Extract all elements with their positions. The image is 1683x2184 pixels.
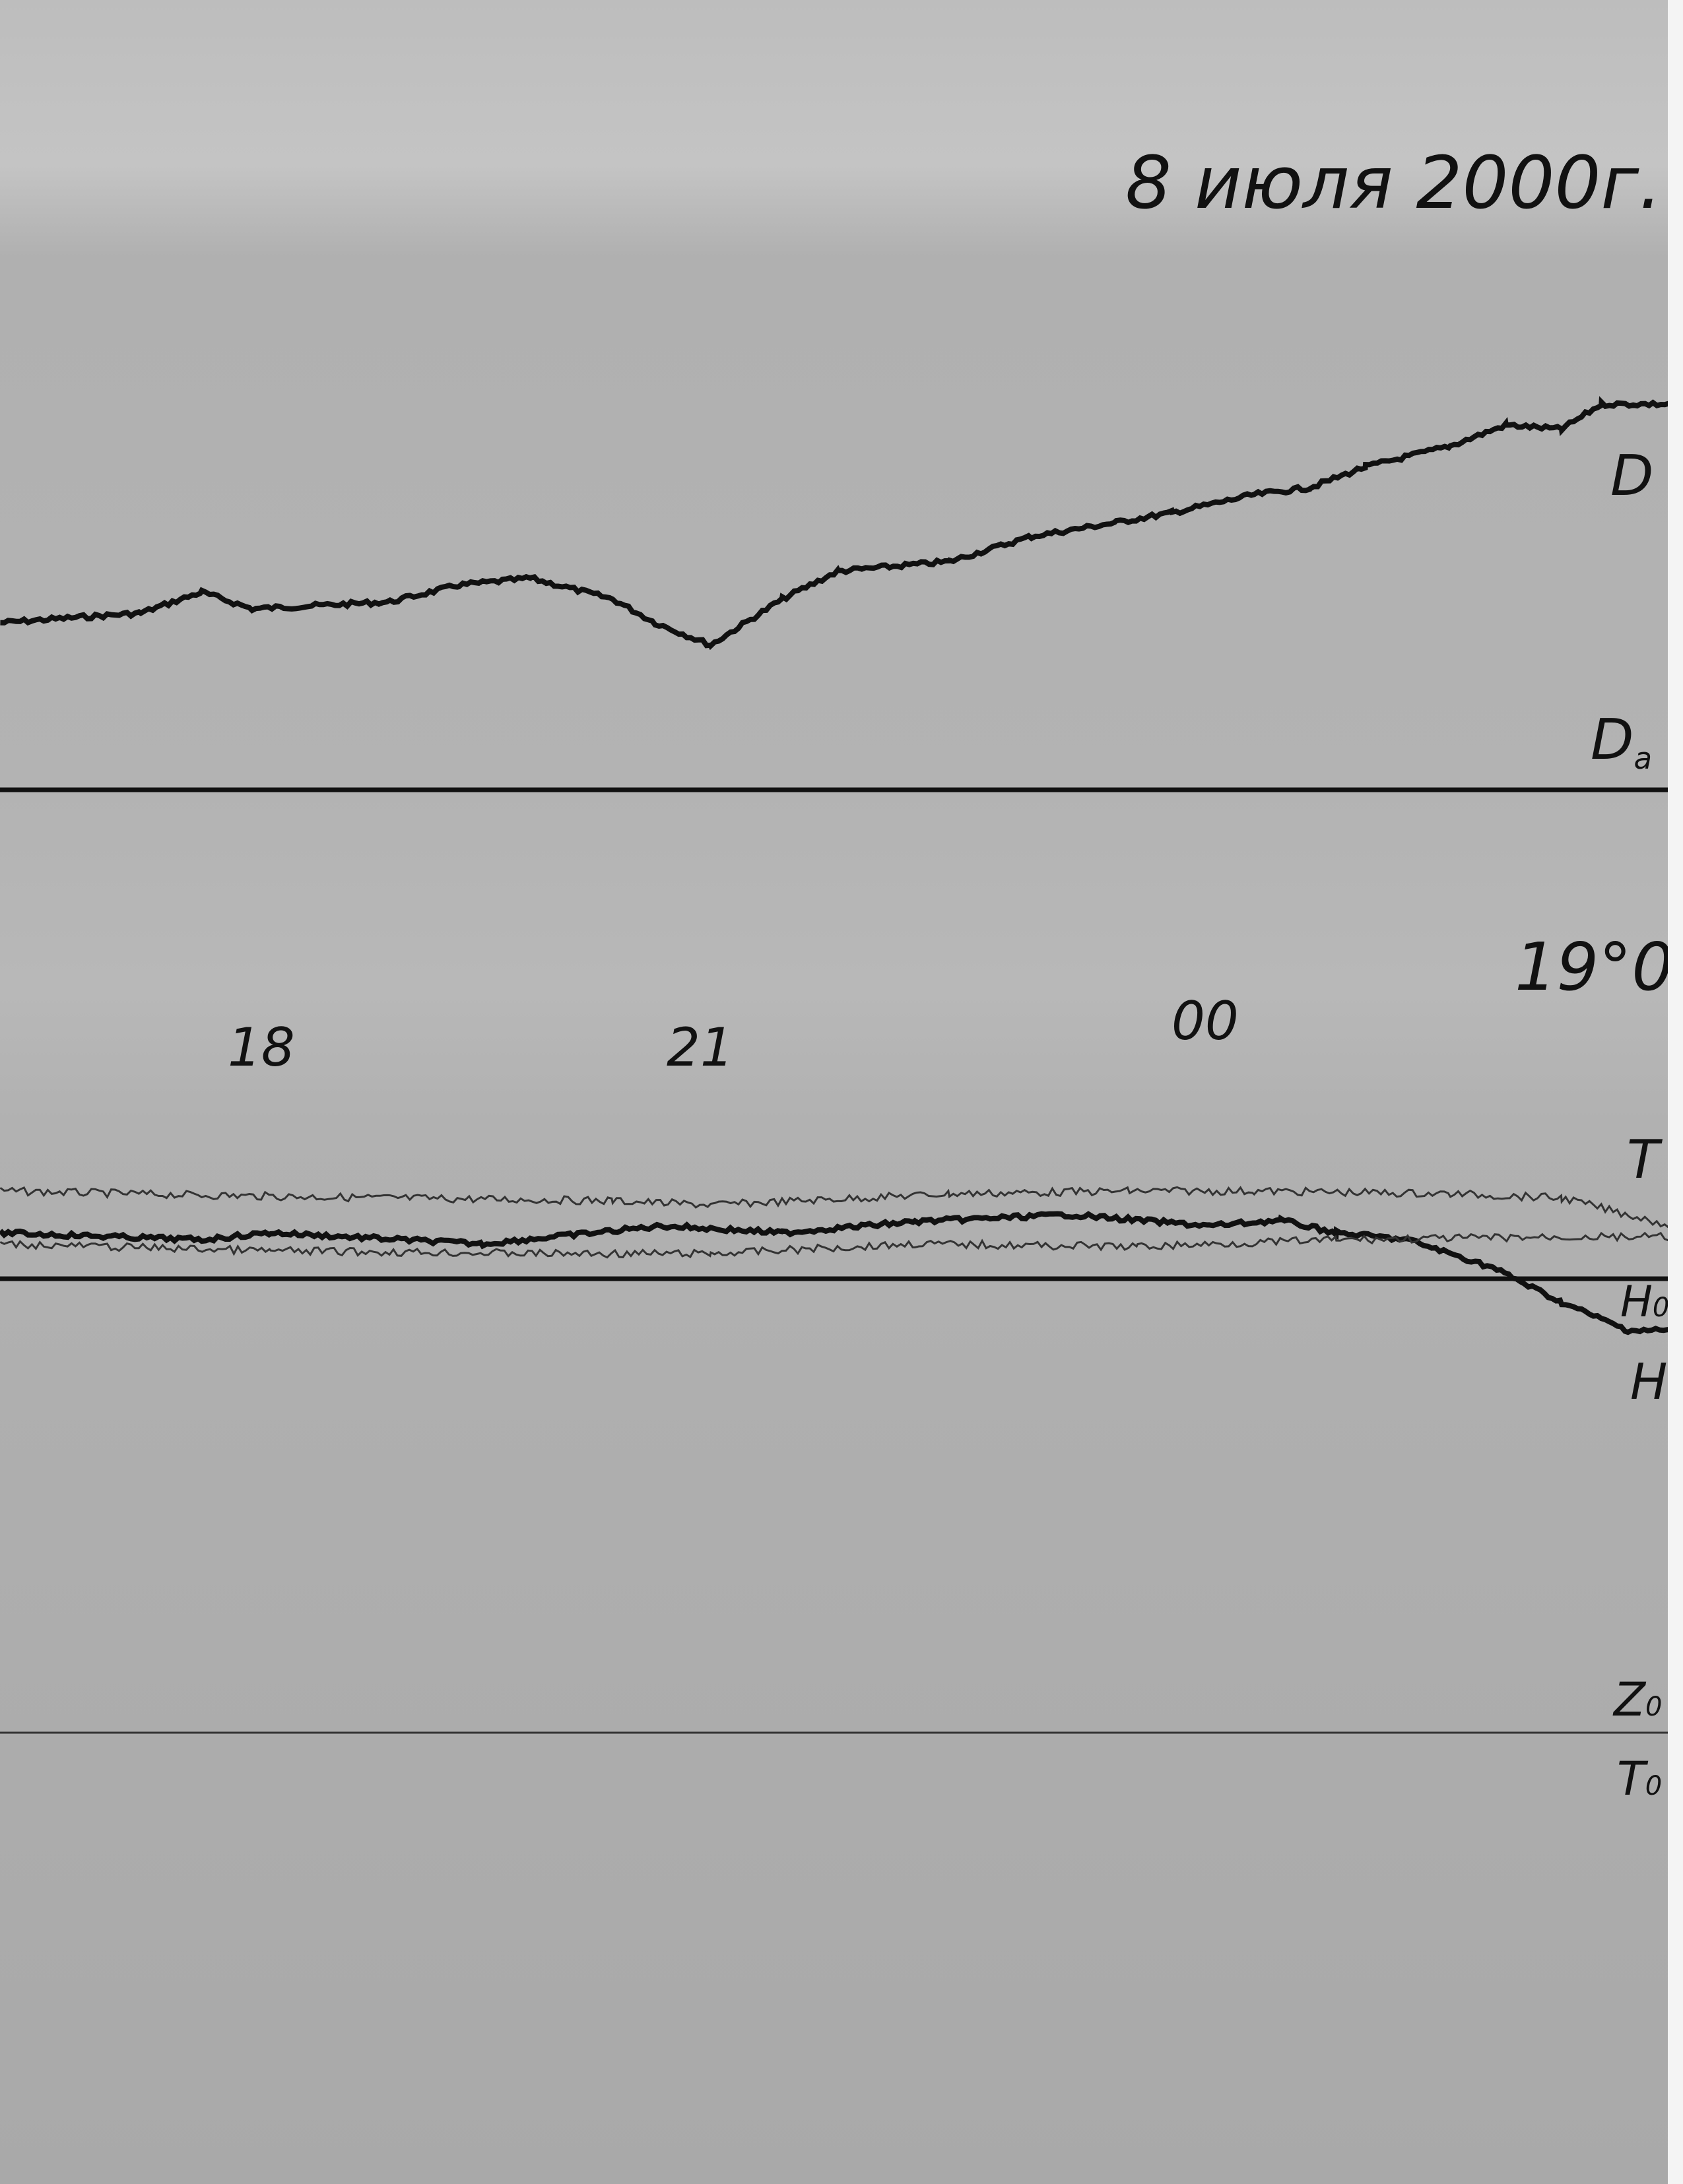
trace-d: [0, 396, 1674, 651]
trace-h-aux: [0, 1231, 1674, 1259]
label-t0: T0: [1617, 1752, 1662, 1806]
label-da: Da: [1591, 707, 1652, 776]
traces: [0, 396, 1674, 1335]
date-title: 8 июля 2000г.: [1125, 141, 1662, 225]
trace-t: [0, 1186, 1674, 1229]
label-h: H: [1630, 1353, 1667, 1411]
label-z0: Z0: [1612, 1673, 1662, 1727]
time-tick-00: 00: [1172, 990, 1239, 1052]
time-tick-21: 21: [667, 1017, 734, 1078]
paper-edge: [1668, 0, 1683, 2184]
label-t: T: [1627, 1129, 1663, 1190]
time-tick-18: 18: [228, 1017, 295, 1078]
trace-h: [0, 1211, 1672, 1335]
label-d: D: [1610, 443, 1653, 509]
temperature-label: 19°0C: [1515, 928, 1683, 1006]
label-h0: H0: [1620, 1277, 1669, 1327]
